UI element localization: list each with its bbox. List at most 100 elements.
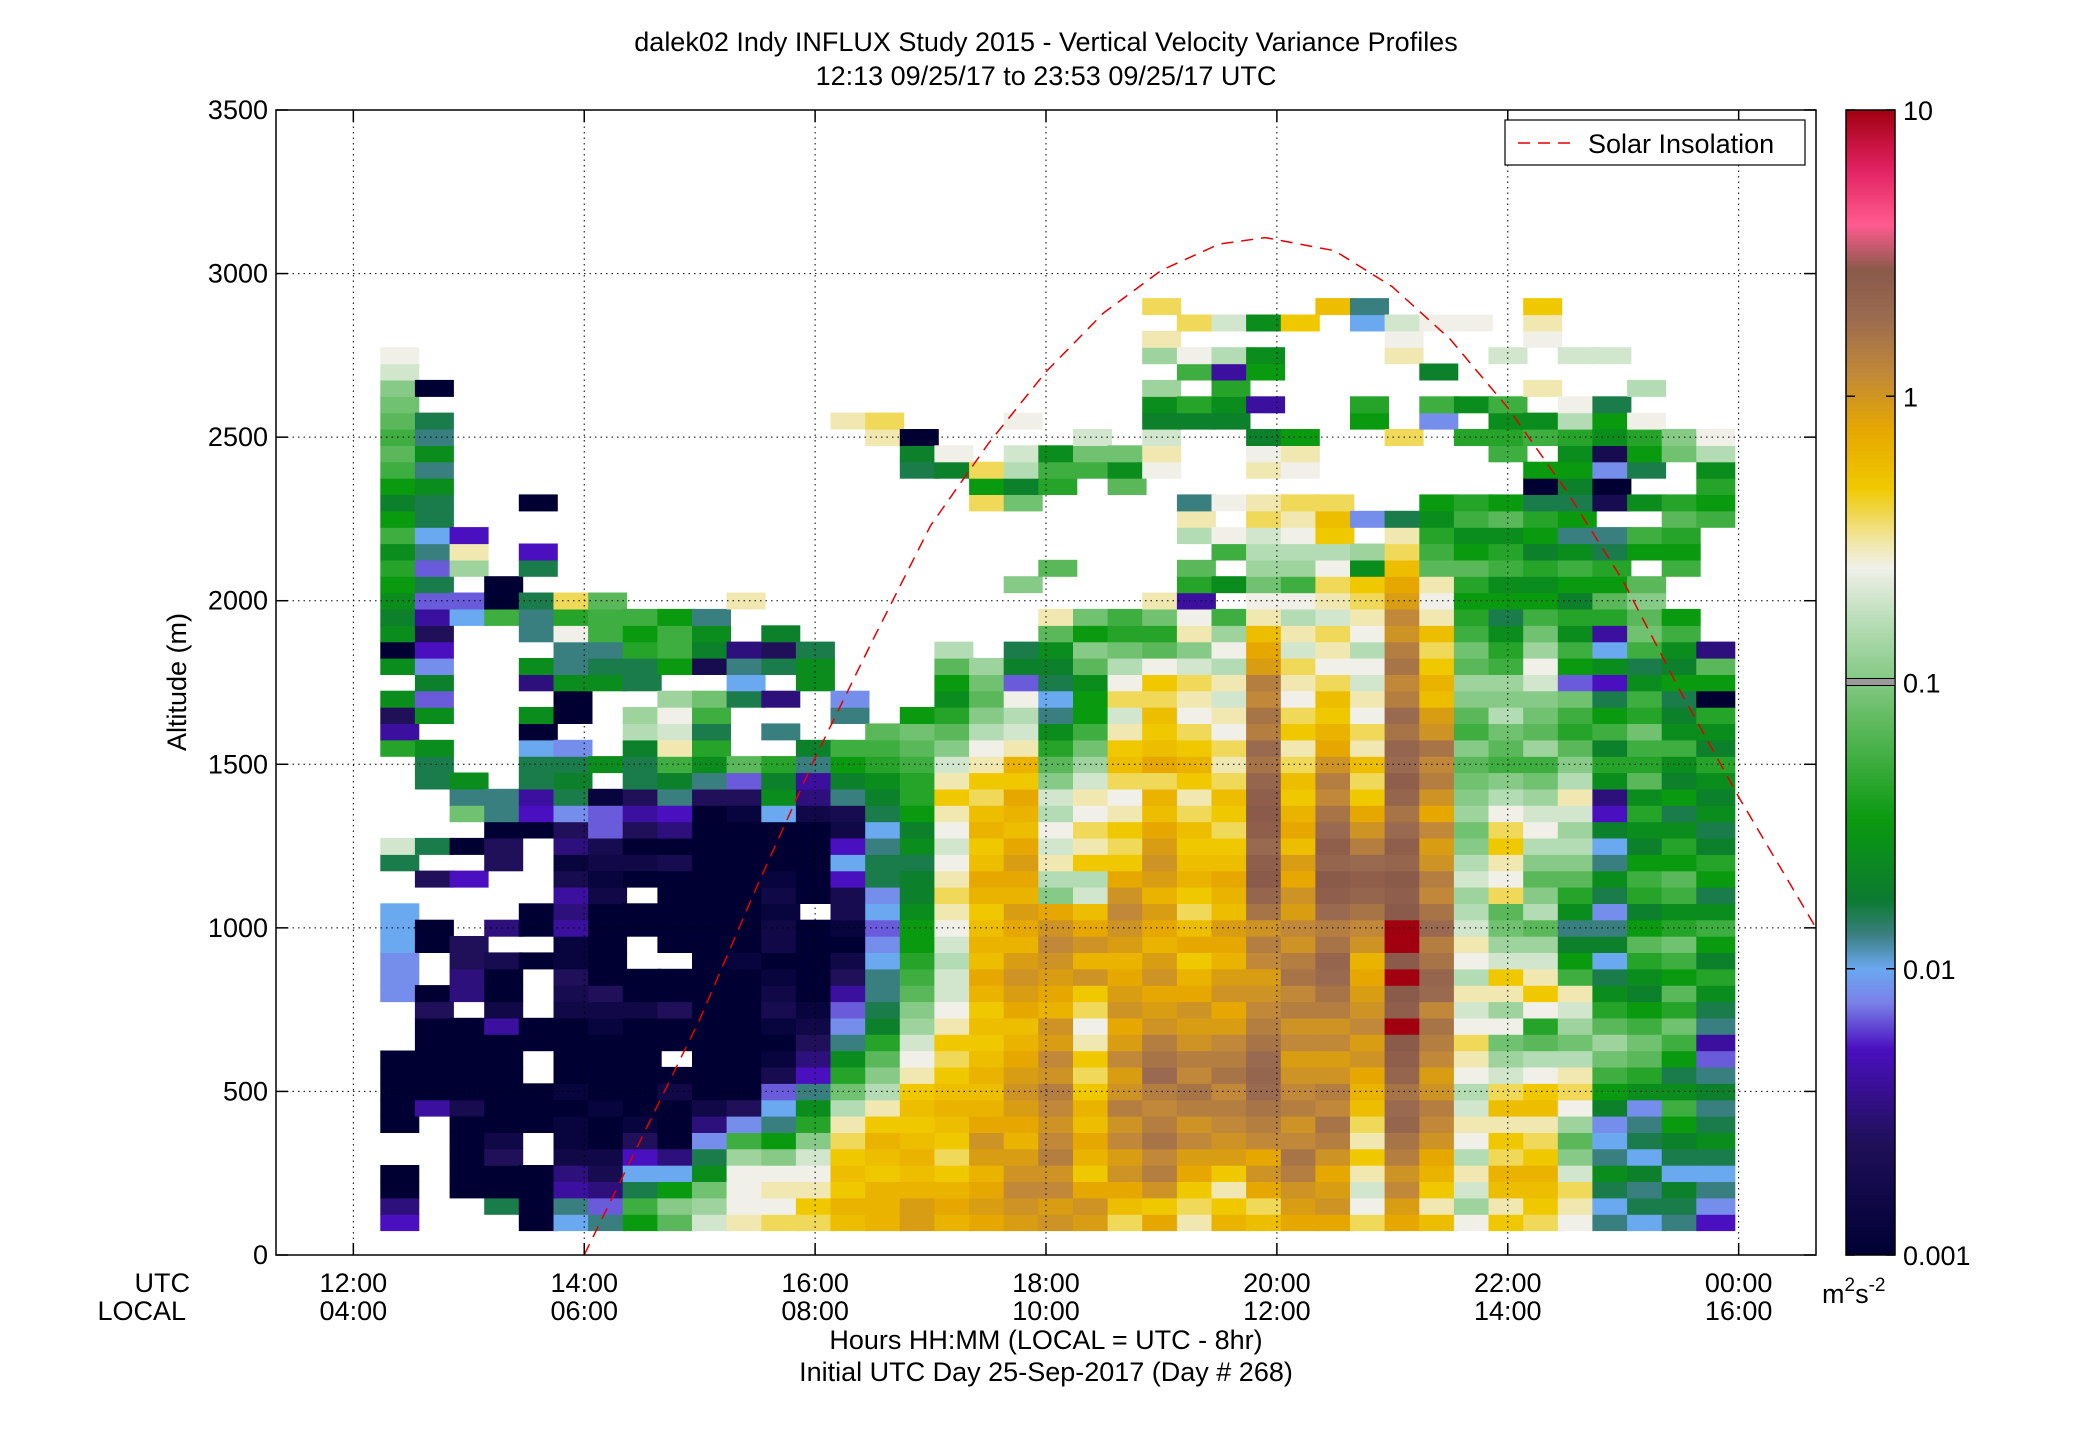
heatmap-cell	[761, 919, 801, 937]
heatmap-cell	[518, 821, 558, 839]
heatmap-cell	[1176, 805, 1216, 823]
heatmap-cell	[1003, 952, 1043, 970]
heatmap-cell	[1453, 1001, 1493, 1019]
heatmap-cell	[934, 870, 974, 888]
heatmap-cell	[1142, 968, 1182, 986]
heatmap-cell	[1246, 690, 1286, 708]
heatmap-cell	[761, 788, 801, 806]
heatmap-cell	[1176, 1099, 1216, 1117]
heatmap-cell	[657, 854, 697, 872]
heatmap-cell	[1246, 461, 1286, 479]
heatmap-cell	[692, 1197, 731, 1215]
heatmap-cell	[1523, 527, 1563, 545]
heatmap-cell	[1003, 1099, 1043, 1117]
heatmap-cell	[380, 559, 420, 577]
heatmap-cell	[622, 805, 662, 823]
heatmap-cell	[726, 1066, 766, 1084]
heatmap-cell	[1661, 1214, 1701, 1232]
heatmap-cell	[1350, 510, 1389, 528]
heatmap-cell	[1107, 625, 1147, 643]
heatmap-cell	[1384, 641, 1424, 659]
heatmap-cell	[380, 608, 420, 626]
heatmap-cell	[1280, 936, 1320, 953]
heatmap-cell	[553, 968, 593, 986]
heatmap-cell	[1453, 625, 1493, 643]
heatmap-cell	[1246, 592, 1286, 610]
heatmap-cell	[1315, 1197, 1355, 1215]
heatmap-cell	[692, 608, 731, 626]
heatmap-cell	[726, 1017, 766, 1035]
heatmap-cell	[518, 543, 558, 561]
heatmap-cell	[1315, 1083, 1355, 1101]
heatmap-cell	[969, 1197, 1009, 1215]
heatmap-cell	[1142, 1197, 1182, 1215]
heatmap-cell	[1142, 805, 1182, 823]
heatmap-cell	[1211, 1099, 1251, 1117]
heatmap-cell	[484, 968, 524, 986]
heatmap-cell	[1246, 641, 1286, 659]
heatmap-cell	[1280, 1001, 1320, 1019]
heatmap-cell	[1142, 1017, 1182, 1035]
heatmap-cell	[657, 870, 697, 888]
heatmap-cell	[1038, 723, 1078, 741]
heatmap-cell	[1073, 756, 1112, 774]
heatmap-cell	[1038, 674, 1078, 692]
heatmap-cell	[934, 1165, 974, 1182]
heatmap-cell	[761, 1017, 801, 1035]
heatmap-cell	[1488, 576, 1528, 594]
heatmap-cell	[414, 739, 454, 757]
heatmap-cell	[1488, 396, 1528, 414]
heatmap-cell	[1523, 919, 1563, 937]
heatmap-cell	[1488, 412, 1528, 430]
heatmap-cell	[1142, 658, 1182, 675]
heatmap-cell	[899, 1099, 939, 1117]
heatmap-cell	[1280, 1034, 1320, 1052]
heatmap-cell	[1350, 1214, 1389, 1232]
x-tick-label-local: 10:00	[1012, 1296, 1080, 1326]
heatmap-cell	[1557, 1083, 1597, 1101]
heatmap-cell	[1661, 494, 1701, 512]
heatmap-cell	[518, 608, 558, 626]
heatmap-cell	[865, 1165, 905, 1182]
heatmap-cell	[1557, 641, 1597, 659]
heatmap-cell	[1073, 658, 1112, 675]
heatmap-cell	[1350, 298, 1389, 316]
heatmap-cell	[1315, 723, 1355, 741]
heatmap-cell	[1557, 1066, 1597, 1084]
heatmap-cell	[1280, 625, 1320, 643]
heatmap-cell	[1419, 1116, 1459, 1133]
heatmap-cell	[1280, 445, 1320, 463]
heatmap-cell	[1488, 903, 1528, 921]
heatmap-cell	[1453, 1099, 1493, 1117]
heatmap-cell	[1523, 952, 1563, 970]
heatmap-cell	[1557, 461, 1597, 479]
heatmap-cell	[1350, 543, 1389, 561]
heatmap-cell	[1523, 887, 1563, 904]
heatmap-cell	[1453, 870, 1493, 888]
heatmap-cell	[1661, 608, 1701, 626]
heatmap-cell	[1211, 494, 1251, 512]
heatmap-cell	[1211, 1197, 1251, 1215]
heatmap-cell	[1073, 1083, 1112, 1101]
heatmap-cell	[1073, 837, 1112, 855]
heatmap-cell	[1246, 788, 1286, 806]
heatmap-cell	[1384, 707, 1424, 724]
heatmap-cell	[1107, 1181, 1147, 1199]
heatmap-cell	[1661, 1099, 1701, 1117]
heatmap-cell	[1488, 543, 1528, 561]
heatmap-cell	[1384, 723, 1424, 741]
heatmap-cell	[865, 837, 905, 855]
heatmap-cell	[1661, 854, 1701, 872]
heatmap-cell	[1696, 1148, 1736, 1166]
heatmap-cell	[380, 919, 420, 937]
heatmap-cell	[1419, 870, 1459, 888]
heatmap-cell	[380, 968, 420, 986]
heatmap-cell	[830, 1197, 870, 1215]
heatmap-cell	[518, 919, 558, 937]
heatmap-cell	[1419, 903, 1459, 921]
heatmap-cell	[1627, 576, 1667, 594]
heatmap-cell	[1419, 739, 1459, 757]
heatmap-cell	[1523, 1214, 1563, 1232]
x-axis-label-secondary: Initial UTC Day 25-Sep-2017 (Day # 268)	[799, 1357, 1293, 1387]
heatmap-cell	[1557, 903, 1597, 921]
